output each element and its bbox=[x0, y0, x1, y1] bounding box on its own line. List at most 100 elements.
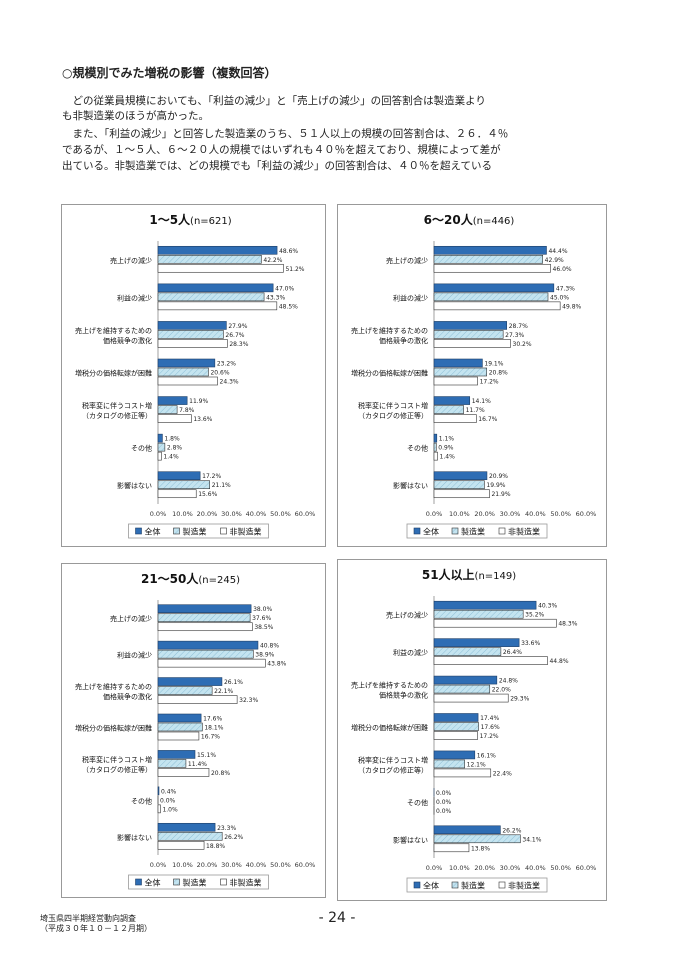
category-label: その他 bbox=[407, 798, 428, 807]
bar-value-label: 1.1% bbox=[439, 436, 455, 443]
chart-n-label: (n=245) bbox=[198, 575, 240, 586]
category-label-line: 利益の減少 bbox=[117, 651, 152, 660]
bar-value-label: 43.3% bbox=[266, 294, 285, 301]
category-label-line: 価格競争の激化 bbox=[379, 691, 428, 700]
bar-mfg bbox=[157, 686, 213, 695]
category-label: 税率変に伴うコスト増（カタログの修正等） bbox=[358, 401, 428, 420]
bar-all bbox=[157, 677, 223, 686]
bar-mfg bbox=[157, 722, 203, 732]
bar-value-label: 47.3% bbox=[556, 285, 575, 292]
bar-nonmfg bbox=[433, 414, 477, 423]
bar-mfg bbox=[157, 831, 223, 841]
bar-value-label: 22.1% bbox=[214, 688, 233, 695]
bar-value-label: 17.6% bbox=[203, 716, 222, 723]
bar-value-label: 29.3% bbox=[510, 696, 529, 703]
bar-value-label: 13.6% bbox=[193, 416, 212, 423]
bar-all bbox=[433, 638, 520, 647]
category-label-line: 影響はない bbox=[117, 833, 152, 842]
paragraph-line: も非製造業のほうが高かった。 bbox=[62, 110, 209, 122]
category-label-line: 利益の減少 bbox=[117, 293, 152, 302]
legend-box bbox=[406, 877, 548, 893]
bar-nonmfg bbox=[157, 658, 266, 668]
x-tick-label: 60.0% bbox=[576, 864, 597, 872]
x-tick-label: 20.0% bbox=[474, 510, 495, 518]
chart-title-label: 6～20人 bbox=[424, 212, 474, 227]
bar-all bbox=[157, 822, 216, 832]
bar-all bbox=[433, 396, 471, 405]
bar-value-label: 47.0% bbox=[275, 285, 294, 292]
x-tick-label: 40.0% bbox=[525, 864, 546, 872]
category-label-line: 売上げの減少 bbox=[386, 611, 428, 620]
x-tick-label: 0.0% bbox=[426, 510, 443, 518]
bar-value-label: 28.7% bbox=[509, 323, 528, 330]
legend-swatch bbox=[498, 527, 506, 535]
bar-value-label: 27.9% bbox=[228, 323, 247, 330]
bar-value-label: 16.7% bbox=[478, 416, 497, 423]
bar-mfg bbox=[433, 254, 543, 264]
bar-value-label: 7.8% bbox=[179, 407, 195, 414]
legend-swatch bbox=[451, 881, 459, 889]
chart-panel-1-5: 1～5人(n=621) 0.0% 10.0% 20.0% 30.0% 40.0% 50.0%… bbox=[61, 204, 326, 547]
bar-value-label: 45.0% bbox=[550, 294, 569, 301]
bar-all bbox=[157, 750, 196, 759]
category-label: 利益の減少 bbox=[393, 648, 428, 657]
bar-value-label: 26.2% bbox=[502, 827, 521, 834]
legend-swatch bbox=[173, 527, 180, 535]
category-label-line: その他 bbox=[407, 444, 428, 453]
bar-all bbox=[157, 713, 202, 723]
legend-label: 製造業 bbox=[183, 527, 207, 537]
bar-value-label: 33.6% bbox=[521, 640, 540, 647]
bar-all bbox=[157, 604, 252, 614]
bar-nonmfg bbox=[157, 301, 278, 311]
bar-value-label: 23.2% bbox=[217, 361, 236, 368]
legend-label: 製造業 bbox=[183, 878, 207, 888]
category-label: 売上げの減少 bbox=[386, 256, 428, 265]
category-label-line: 価格競争の激化 bbox=[379, 336, 428, 345]
bar-value-label: 24.8% bbox=[499, 678, 518, 685]
chart-title: 21～50人(n=245) bbox=[141, 571, 240, 586]
chart-panel-6-20: 6～20人(n=446) 0.0% 10.0% 20.0% 30.0% 40.0% 50.0… bbox=[337, 204, 607, 547]
paragraph-line: また、「利益の減少」と回答した製造業のうち、５１人以上の規模の回答割合は、２６．… bbox=[62, 128, 509, 140]
x-tick-label: 0.0% bbox=[150, 861, 167, 869]
bar-nonmfg bbox=[433, 301, 561, 311]
bar-value-label: 23.3% bbox=[217, 825, 236, 832]
bar-value-label: 22.0% bbox=[492, 687, 511, 694]
category-label-line: 増税分の価格転嫁が困難 bbox=[351, 723, 428, 732]
bar-value-label: 26.4% bbox=[503, 649, 522, 656]
bar-value-label: 17.2% bbox=[202, 473, 221, 480]
bar-mfg bbox=[433, 292, 549, 302]
bar-all bbox=[433, 750, 476, 760]
bar-value-label: 0.0% bbox=[436, 799, 452, 806]
bar-nonmfg bbox=[157, 376, 218, 386]
bar-value-label: 42.9% bbox=[545, 257, 564, 264]
bar-value-label: 21.9% bbox=[491, 491, 510, 498]
x-tick-label: 10.0% bbox=[172, 510, 193, 518]
legend-swatch bbox=[451, 527, 459, 535]
bar-value-label: 18.1% bbox=[204, 725, 223, 732]
bar-all bbox=[157, 358, 216, 368]
category-label-line: 増税分の価格転嫁が困難 bbox=[351, 369, 428, 378]
bar-value-label: 17.2% bbox=[480, 733, 499, 740]
category-label-line: 売上げを維持するための bbox=[351, 681, 428, 690]
bar-value-label: 2.8% bbox=[167, 445, 183, 452]
bar-value-label: 19.1% bbox=[484, 361, 503, 368]
bar-all bbox=[433, 433, 438, 443]
bar-value-label: 44.8% bbox=[549, 658, 568, 665]
x-tick-label: 50.0% bbox=[270, 510, 291, 518]
category-label: その他 bbox=[407, 444, 428, 453]
x-tick-label: 60.0% bbox=[295, 510, 316, 518]
x-tick-label: 40.0% bbox=[246, 861, 267, 869]
bar-value-label: 11.9% bbox=[189, 398, 208, 405]
legend-label: 製造業 bbox=[461, 527, 485, 537]
bar-value-label: 0.4% bbox=[161, 788, 177, 795]
x-tick-label: 0.0% bbox=[426, 864, 443, 872]
chart-n-label: (n=446) bbox=[473, 216, 515, 227]
bar-mfg bbox=[433, 722, 479, 731]
x-tick-label: 60.0% bbox=[295, 861, 316, 869]
bar-value-label: 43.8% bbox=[267, 661, 286, 668]
bar-all bbox=[157, 640, 259, 650]
bar-nonmfg bbox=[157, 414, 192, 423]
bar-value-label: 21.1% bbox=[212, 482, 231, 489]
bar-mfg bbox=[157, 367, 209, 377]
bar-value-label: 11.7% bbox=[466, 407, 485, 414]
